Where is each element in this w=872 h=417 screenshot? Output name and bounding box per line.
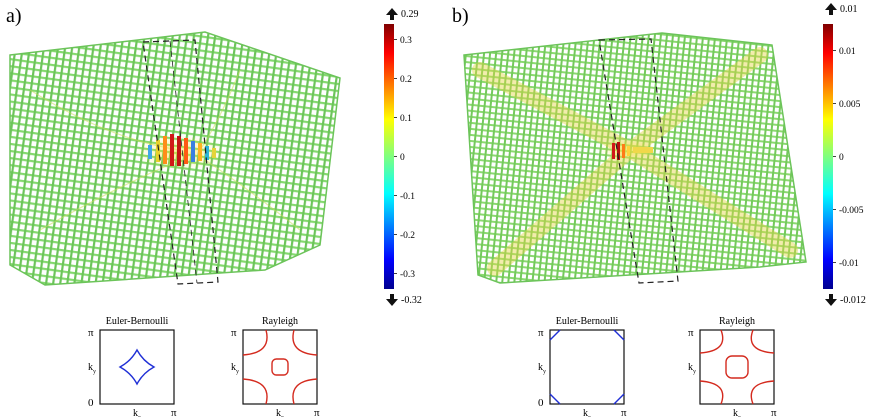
isofrequency-contour <box>242 329 268 356</box>
colorbar-b-min: -0.012 <box>840 295 866 306</box>
panel-a: a) <box>6 5 422 417</box>
inset-title: Rayleigh <box>262 316 298 327</box>
isofrequency-contour <box>118 348 156 386</box>
x-axis-label: kx <box>276 408 284 417</box>
inset-b-euler-bernoulli: Euler-Bernoulli π 0 ky kx π <box>538 316 627 417</box>
colorbar-b: 0.01 0.01 0.005 0 -0.005 -0.01 -0.012 <box>823 3 866 306</box>
inset-title: Euler-Bernoulli <box>106 316 169 327</box>
colorbar-tick-label: 0.3 <box>400 36 412 46</box>
colorbar-b-gradient <box>823 24 833 289</box>
colorbar-tick-label: 0 <box>400 153 405 163</box>
isofrequency-loop <box>271 358 289 376</box>
inset-b-rayleigh: Rayleigh π ky kx π <box>688 316 777 417</box>
inset-frame <box>242 329 318 405</box>
colorbar-a-gradient <box>384 24 394 289</box>
down-arrow-icon <box>825 294 837 306</box>
inset-title: Rayleigh <box>719 316 755 327</box>
colorbar-tick-label: -0.1 <box>400 192 415 202</box>
isofrequency-loop <box>725 355 749 379</box>
colorbar-b-max: 0.01 <box>840 4 858 15</box>
panel-b: b) 0.01 0.01 0 <box>452 3 866 417</box>
inset-frame <box>699 329 775 405</box>
isofrequency-contour <box>242 378 268 405</box>
isofrequency-contour <box>750 380 775 405</box>
up-arrow-icon <box>386 8 398 20</box>
y-axis-label: ky <box>88 362 96 375</box>
y-axis-min-label: 0 <box>538 397 544 409</box>
colorbar-tick-label: -0.01 <box>839 259 859 269</box>
colorbar-tick-label: -0.005 <box>839 206 864 216</box>
inset-a-rayleigh: Rayleigh π ky kx π <box>231 316 320 417</box>
down-arrow-icon <box>386 294 398 306</box>
y-axis-max-label: π <box>231 327 237 339</box>
isofrequency-contour <box>699 329 724 354</box>
localized-wave-a <box>135 134 225 170</box>
x-axis-max-label: π <box>771 407 777 417</box>
colorbar-tick-label: 0 <box>839 153 844 163</box>
inset-a-euler-bernoulli: Euler-Bernoulli π 0 ky kx π <box>88 316 177 417</box>
x-axis-max-label: π <box>314 407 320 417</box>
colorbar-tick-label: -0.3 <box>400 270 415 280</box>
isofrequency-contour <box>613 393 625 405</box>
isofrequency-contour <box>549 329 561 341</box>
y-axis-max-label: π <box>688 327 694 339</box>
colorbar-tick-label: 0.005 <box>839 100 861 110</box>
colorbar-a: 0.29 0.3 0.2 0.1 0 -0.1 -0.2 -0.3 -0.32 <box>384 8 422 306</box>
isofrequency-contour <box>699 380 724 405</box>
isofrequency-contour <box>292 378 318 405</box>
panel-b-lattice <box>463 32 807 284</box>
colorbar-a-min: -0.32 <box>401 295 422 306</box>
y-axis-label: ky <box>231 362 239 375</box>
panel-b-label: b) <box>452 5 469 27</box>
isofrequency-contour <box>750 329 775 354</box>
y-axis-label: ky <box>688 362 696 375</box>
inset-frame <box>99 329 175 405</box>
y-axis-max-label: π <box>538 327 544 339</box>
colorbar-a-max: 0.29 <box>401 9 419 20</box>
up-arrow-icon <box>825 3 837 15</box>
colorbar-tick-label: 0.1 <box>400 114 412 124</box>
x-axis-label: kx <box>133 408 141 417</box>
colorbar-tick-label: -0.2 <box>400 231 415 241</box>
panel-a-lattice <box>9 31 341 286</box>
x-axis-label: kx <box>733 408 741 417</box>
panel-a-label: a) <box>6 5 22 27</box>
localized-wave-b <box>598 140 658 160</box>
colorbar-tick-label: 0.2 <box>400 75 412 85</box>
lattice-x-pattern-b <box>472 47 798 276</box>
colorbar-tick-label: 0.01 <box>839 47 856 57</box>
x-axis-label: kx <box>583 408 591 417</box>
colorbar-b-ticks: 0.01 0.005 0 -0.005 -0.01 <box>833 47 864 269</box>
dashed-strip-centerline-a <box>169 40 198 284</box>
inset-title: Euler-Bernoulli <box>556 316 619 327</box>
y-axis-max-label: π <box>88 327 94 339</box>
isofrequency-contour <box>292 329 318 356</box>
isofrequency-contour <box>549 393 561 405</box>
colorbar-a-ticks: 0.3 0.2 0.1 0 -0.1 -0.2 -0.3 <box>394 36 415 280</box>
y-axis-label: ky <box>538 362 546 375</box>
dashed-strip-outline-b <box>598 38 679 284</box>
inset-frame <box>549 329 625 405</box>
y-axis-min-label: 0 <box>88 397 94 409</box>
dashed-strip-outline-a <box>142 39 219 285</box>
isofrequency-contour <box>613 329 625 341</box>
x-axis-max-label: π <box>621 407 627 417</box>
x-axis-max-label: π <box>171 407 177 417</box>
